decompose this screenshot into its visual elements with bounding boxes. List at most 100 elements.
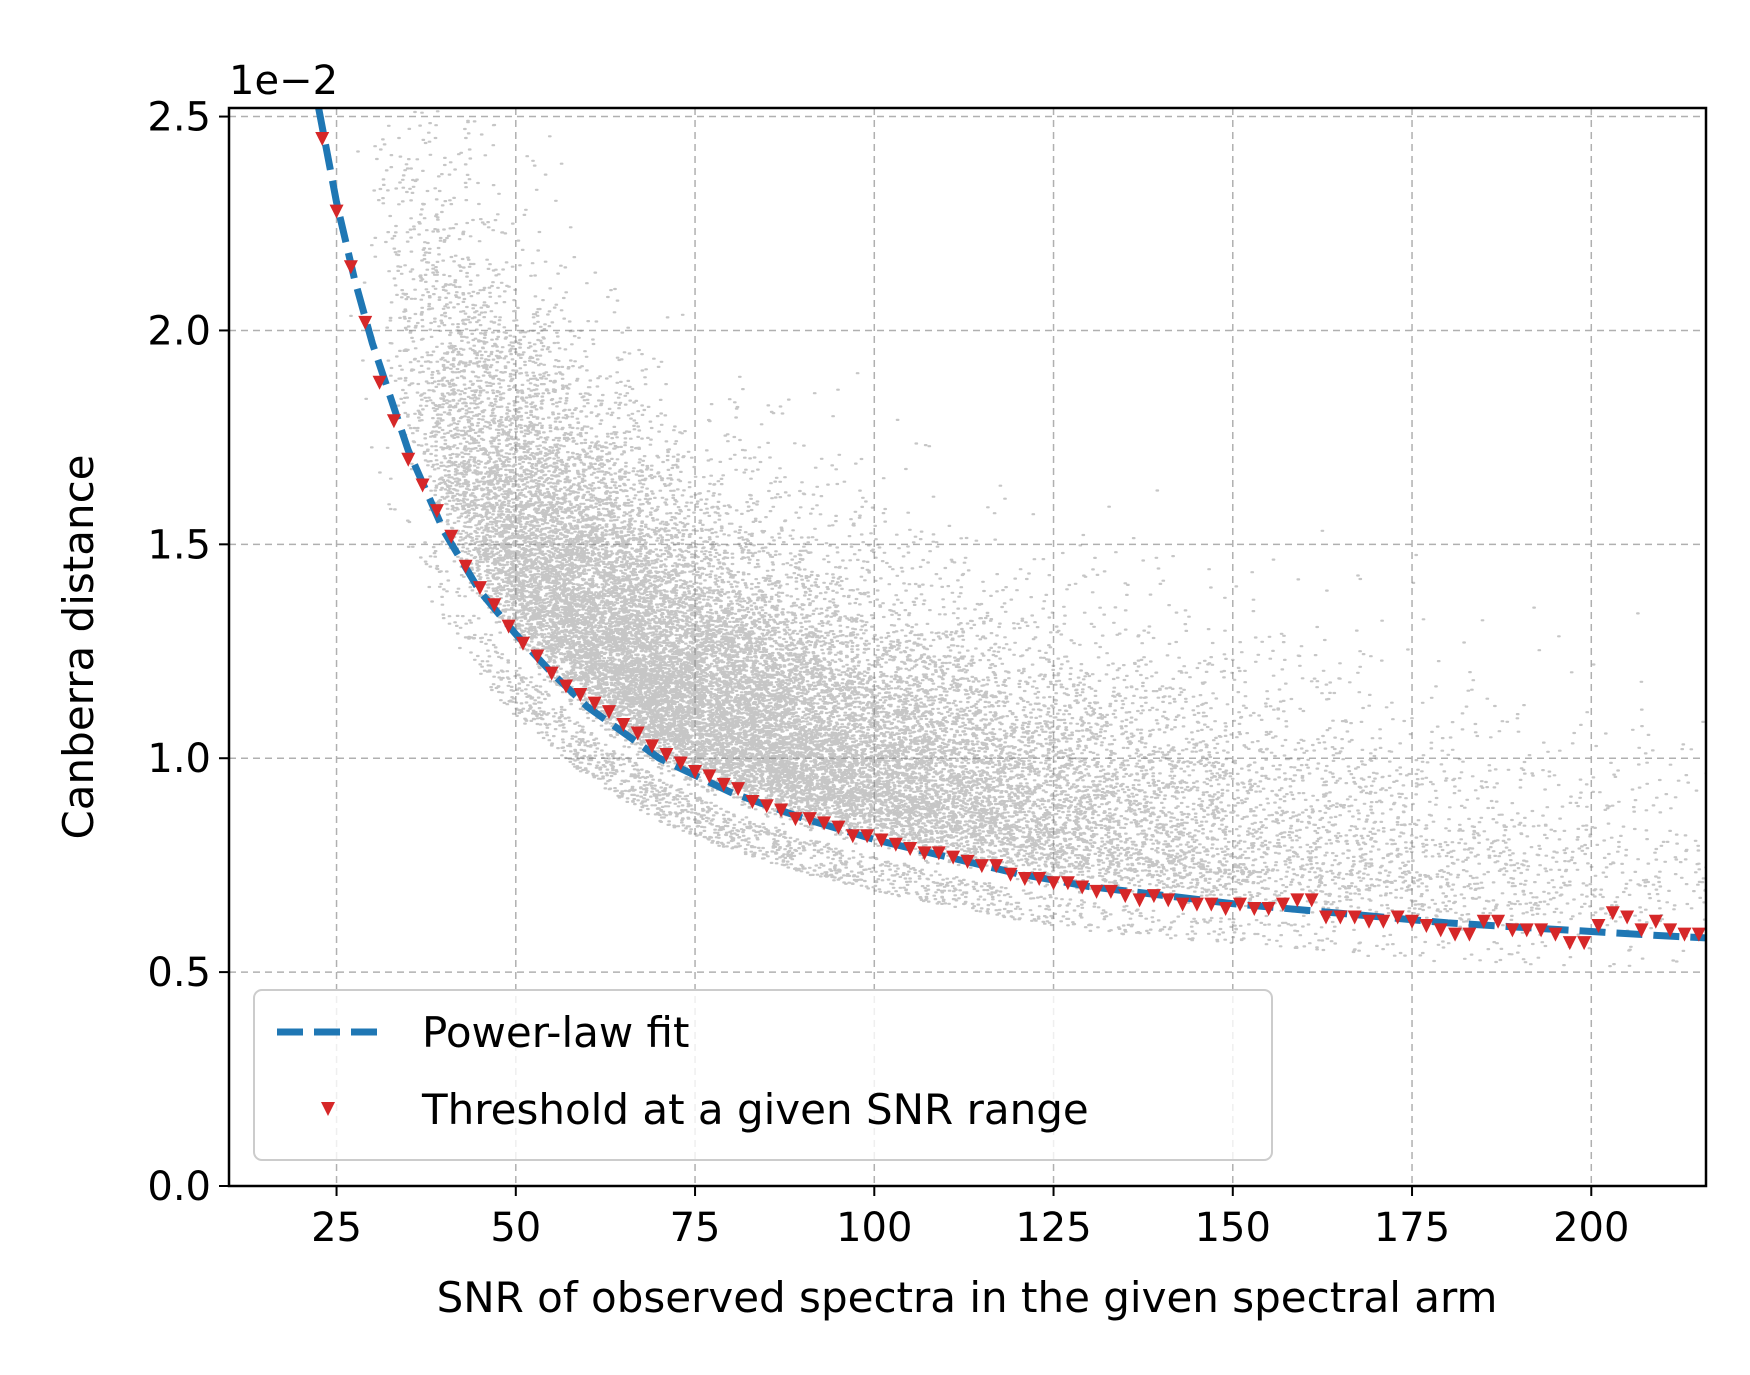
- threshold-marker: [1491, 914, 1506, 929]
- threshold-marker: [774, 803, 789, 818]
- y-tick-label: 1.0: [147, 736, 211, 782]
- threshold-marker: [1189, 897, 1204, 912]
- threshold-marker: [888, 837, 903, 852]
- y-tick-label: 2.5: [147, 95, 211, 141]
- threshold-marker: [1347, 910, 1362, 925]
- threshold-marker: [860, 829, 875, 844]
- threshold-marker: [329, 204, 344, 219]
- threshold-marker: [372, 375, 387, 390]
- threshold-marker: [831, 820, 846, 835]
- legend-threshold-label: Threshold at a given SNR range: [421, 1085, 1089, 1134]
- threshold-marker: [444, 529, 459, 544]
- threshold-marker: [1103, 884, 1118, 899]
- threshold-marker: [1620, 910, 1635, 925]
- threshold-marker: [659, 747, 674, 762]
- threshold-marker: [573, 688, 588, 703]
- threshold-marker: [759, 799, 774, 814]
- threshold-marker: [1290, 893, 1305, 908]
- threshold-marker: [1462, 927, 1477, 942]
- threshold-marker: [1362, 914, 1377, 929]
- threshold-marker: [544, 666, 559, 681]
- legend-threshold-swatch: [321, 1102, 335, 1116]
- threshold-marker: [716, 777, 731, 792]
- threshold-marker: [1390, 910, 1405, 925]
- legend-fit-label: Power-law fit: [422, 1008, 689, 1057]
- threshold-marker: [1534, 923, 1549, 938]
- power-law-fit-layer: [315, 108, 1706, 942]
- y-tick-label: 0.0: [147, 1164, 211, 1210]
- threshold-marker: [1376, 914, 1391, 929]
- legend-box: [253, 989, 1273, 1161]
- threshold-marker: [1648, 914, 1663, 929]
- threshold-marker: [874, 833, 889, 848]
- threshold-marker: [1017, 872, 1032, 886]
- threshold-marker: [1046, 876, 1061, 891]
- threshold-marker: [315, 131, 330, 146]
- threshold-marker: [1003, 867, 1018, 882]
- threshold-marker: [429, 504, 444, 519]
- threshold-marker: [1663, 923, 1678, 938]
- x-tick-label: 150: [1195, 1205, 1271, 1251]
- threshold-marker: [688, 765, 703, 780]
- threshold-marker: [472, 581, 487, 596]
- threshold-marker: [1247, 901, 1262, 916]
- threshold-marker: [1577, 936, 1592, 951]
- x-tick-label: 50: [490, 1205, 541, 1251]
- threshold-marker: [501, 619, 516, 634]
- threshold-marker: [487, 598, 502, 613]
- scatter-points: [349, 110, 1706, 968]
- y-tick-label: 0.5: [147, 950, 211, 996]
- threshold-marker: [1476, 914, 1491, 929]
- threshold-marker: [1261, 901, 1276, 916]
- threshold-marker: [386, 414, 401, 429]
- threshold-marker: [960, 854, 975, 869]
- threshold-marker: [415, 478, 430, 493]
- scatter-cloud: [349, 110, 1706, 968]
- threshold-marker: [1232, 897, 1247, 912]
- threshold-marker: [1132, 893, 1147, 908]
- y-tick-label: 2.0: [147, 308, 211, 354]
- threshold-marker: [1175, 897, 1190, 912]
- x-tick-label: 100: [836, 1205, 912, 1251]
- x-tick-label: 200: [1553, 1205, 1629, 1251]
- x-tick-label: 125: [1015, 1205, 1091, 1251]
- x-tick-label: 25: [311, 1205, 362, 1251]
- legend: Power-law fit Threshold at a given SNR r…: [253, 989, 1273, 1161]
- threshold-marker: [1089, 884, 1104, 899]
- threshold-marker: [358, 315, 373, 330]
- threshold-marker: [1075, 880, 1090, 895]
- threshold-marker: [974, 859, 989, 874]
- threshold-marker: [602, 705, 617, 720]
- threshold-marker: [1505, 923, 1520, 938]
- threshold-marker: [1146, 889, 1161, 904]
- threshold-marker: [630, 726, 645, 741]
- threshold-marker: [401, 452, 416, 467]
- threshold-marker: [1304, 893, 1319, 908]
- power-law-fit-line: [315, 108, 1706, 942]
- threshold-marker: [1605, 906, 1620, 921]
- x-axis-label: SNR of observed spectra in the given spe…: [437, 1273, 1498, 1322]
- threshold-marker: [903, 842, 918, 857]
- threshold-marker: [645, 739, 660, 754]
- threshold-marker: [458, 559, 473, 574]
- threshold-marker: [1634, 923, 1649, 938]
- threshold-marker: [558, 679, 573, 694]
- threshold-marker: [1118, 889, 1133, 904]
- x-tick-label: 75: [670, 1205, 721, 1251]
- y-tick-label: 1.5: [147, 522, 211, 568]
- y-axis-label: Canberra distance: [54, 454, 103, 839]
- threshold-marker: [673, 756, 688, 771]
- threshold-marker: [1691, 927, 1706, 942]
- threshold-marker: [343, 260, 358, 275]
- threshold-marker: [1448, 927, 1463, 942]
- threshold-marker: [1548, 927, 1563, 942]
- threshold-marker: [515, 636, 530, 651]
- threshold-marker: [1419, 919, 1434, 934]
- threshold-marker: [616, 718, 631, 732]
- threshold-marker: [1204, 897, 1219, 912]
- threshold-marker: [731, 782, 746, 797]
- threshold-marker: [745, 795, 760, 809]
- threshold-marker: [1275, 897, 1290, 912]
- threshold-marker: [587, 696, 602, 711]
